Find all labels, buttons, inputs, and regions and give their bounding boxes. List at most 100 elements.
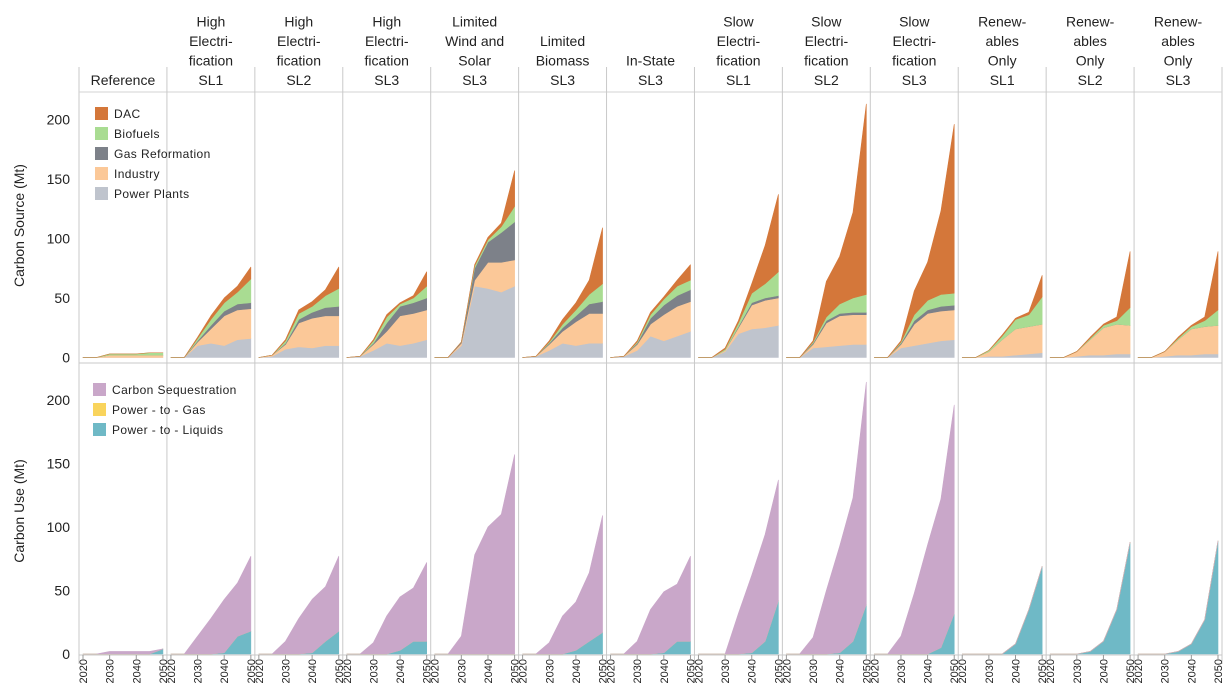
x-tick-label: 2050 bbox=[246, 659, 258, 683]
y-tick-label: 100 bbox=[47, 231, 71, 247]
area-carbon-sequestration bbox=[1137, 540, 1219, 655]
scenario-label: Renew-ables Only SL1 bbox=[978, 14, 1027, 89]
x-tick-label: 2040 bbox=[835, 659, 847, 683]
area-industry bbox=[82, 354, 164, 358]
x-tick-label: 2020 bbox=[869, 659, 881, 683]
area-dac bbox=[961, 275, 1043, 358]
x-tick-label: 2030 bbox=[632, 659, 644, 683]
area-industry bbox=[1137, 325, 1219, 358]
x-tick-label: 2050 bbox=[1037, 659, 1049, 683]
x-tick-label: 2020 bbox=[166, 659, 178, 683]
legend-label: DAC bbox=[114, 107, 141, 121]
x-tick-label: 2050 bbox=[510, 659, 522, 683]
area-dac bbox=[258, 266, 340, 358]
x-tick-label: 2030 bbox=[808, 659, 820, 683]
area-carbon-sequestration bbox=[1049, 541, 1131, 655]
x-tick-label: 2020 bbox=[1133, 659, 1145, 683]
y-tick-label: 100 bbox=[47, 519, 71, 535]
legend-swatch-gas-reformation bbox=[95, 147, 108, 160]
area-carbon-sequestration bbox=[610, 555, 691, 655]
x-tick-label: 2030 bbox=[105, 659, 117, 683]
x-tick-label: 2050 bbox=[1125, 659, 1137, 683]
area-industry bbox=[1049, 323, 1131, 358]
area-carbon-sequestration bbox=[874, 404, 955, 655]
x-tick-label: 2020 bbox=[430, 659, 442, 683]
x-tick-label: 2040 bbox=[747, 659, 759, 683]
x-tick-label: 2020 bbox=[518, 659, 530, 683]
y-tick-label: 150 bbox=[47, 456, 71, 472]
area-dac bbox=[170, 266, 252, 358]
area-carbon-sequestration bbox=[346, 562, 427, 655]
x-tick-label: 2050 bbox=[949, 659, 961, 683]
area-carbon-sequestration bbox=[961, 566, 1043, 655]
x-tick-label: 2030 bbox=[280, 659, 292, 683]
legend-swatch-power-to-gas bbox=[93, 403, 106, 416]
legend-swatch-carbon-sequestration bbox=[93, 383, 106, 396]
legend-label: Industry bbox=[114, 167, 160, 181]
area-carbon-sequestration bbox=[82, 648, 164, 655]
area-dac bbox=[82, 352, 164, 358]
x-tick-label: 2040 bbox=[1186, 659, 1198, 683]
area-carbon-sequestration bbox=[170, 555, 252, 655]
legend-label: Power Plants bbox=[114, 187, 190, 201]
y-tick-label: 50 bbox=[54, 290, 70, 306]
x-tick-label: 2040 bbox=[1098, 659, 1110, 683]
x-tick-label: 2030 bbox=[193, 659, 205, 683]
area-power-plants bbox=[522, 342, 603, 358]
area-dac bbox=[434, 170, 515, 358]
legend-swatch-industry bbox=[95, 167, 108, 180]
x-tick-label: 2040 bbox=[571, 659, 583, 683]
x-tick-label: 2050 bbox=[598, 659, 610, 683]
area-dac bbox=[522, 227, 603, 358]
legend-label: Biofuels bbox=[114, 127, 160, 141]
area-power-to-liquids bbox=[1137, 540, 1219, 655]
x-tick-label: 2020 bbox=[781, 659, 793, 683]
scenario-label: Limited Wind and Solar SL3 bbox=[445, 14, 504, 89]
area-dac bbox=[786, 103, 867, 358]
x-tick-label: 2050 bbox=[1213, 659, 1225, 683]
area-industry bbox=[961, 323, 1043, 358]
x-tick-label: 2030 bbox=[720, 659, 732, 683]
scenario-label: Reference bbox=[91, 72, 156, 88]
area-power-to-liquids bbox=[961, 566, 1043, 655]
area-carbon-sequestration bbox=[522, 515, 603, 655]
x-tick-label: 2040 bbox=[219, 659, 231, 683]
x-tick-label: 2030 bbox=[984, 659, 996, 683]
scenario-label: High Electri-fication SL2 bbox=[277, 14, 321, 89]
area-power-to-liquids bbox=[1049, 541, 1131, 655]
area-dac bbox=[1137, 251, 1219, 358]
scenario-label: Slow Electri-fication SL3 bbox=[892, 14, 936, 89]
y-tick-label: 0 bbox=[62, 646, 70, 662]
x-tick-label: 2020 bbox=[342, 659, 354, 683]
area-carbon-sequestration bbox=[698, 479, 779, 655]
x-tick-label: 2030 bbox=[544, 659, 556, 683]
area-carbon-sequestration bbox=[434, 454, 515, 655]
area-carbon-sequestration bbox=[786, 381, 867, 655]
x-tick-label: 2050 bbox=[861, 659, 873, 683]
x-tick-label: 2040 bbox=[307, 659, 319, 683]
x-tick-label: 2020 bbox=[78, 659, 90, 683]
x-tick-label: 2050 bbox=[685, 659, 697, 683]
legend-swatch-power-plants bbox=[95, 187, 108, 200]
x-tick-label: 2040 bbox=[483, 659, 495, 683]
x-tick-label: 2020 bbox=[606, 659, 618, 683]
area-dac bbox=[1049, 251, 1131, 358]
y-axis-label: Carbon Source (Mt) bbox=[11, 164, 27, 287]
legend-label: Power - to - Liquids bbox=[112, 423, 223, 437]
scenario-label: Renew-ables Only SL3 bbox=[1154, 14, 1203, 89]
scenario-label: Limited Biomass SL3 bbox=[536, 33, 590, 88]
area-dac bbox=[610, 264, 691, 358]
y-tick-label: 0 bbox=[62, 350, 70, 366]
x-tick-label: 2040 bbox=[131, 659, 143, 683]
area-dac bbox=[874, 123, 955, 358]
scenario-label: Slow Electri-fication SL1 bbox=[716, 14, 760, 89]
x-tick-label: 2030 bbox=[1072, 659, 1084, 683]
y-tick-label: 200 bbox=[47, 112, 71, 128]
x-tick-label: 2020 bbox=[693, 659, 705, 683]
area-dac bbox=[698, 194, 779, 358]
area-power-plants bbox=[434, 285, 515, 358]
legend-swatch-dac bbox=[95, 107, 108, 120]
x-tick-label: 2020 bbox=[254, 659, 266, 683]
y-tick-label: 200 bbox=[47, 392, 71, 408]
x-tick-label: 2020 bbox=[1045, 659, 1057, 683]
